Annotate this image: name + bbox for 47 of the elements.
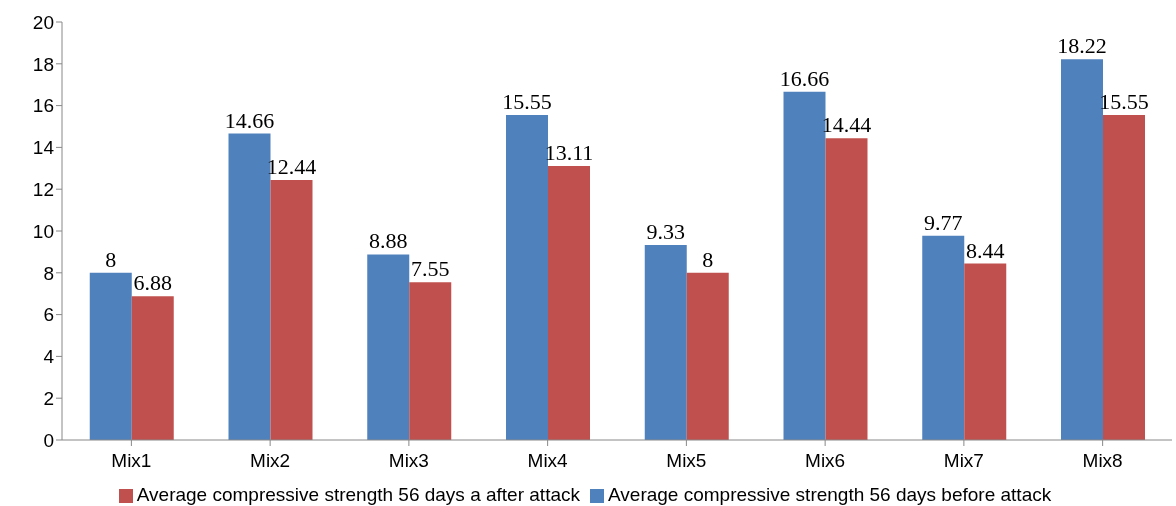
bar [1103, 115, 1145, 440]
x-tick-label: Mix3 [388, 450, 429, 472]
legend-label: Average compressive strength 56 days before attack [607, 484, 1052, 505]
bar [131, 296, 174, 440]
data-label: 8.44 [966, 237, 1005, 263]
y-tick-label: 20 [32, 11, 54, 33]
x-tick-label: Mix7 [943, 450, 984, 472]
bar [686, 272, 729, 440]
bar [367, 254, 410, 440]
data-label: 8.88 [369, 228, 408, 254]
data-label: 9.77 [924, 209, 963, 235]
bar [409, 282, 452, 440]
bar [644, 245, 687, 440]
bar [506, 115, 548, 440]
data-label: 15.55 [502, 89, 552, 114]
y-tick-label: 0 [43, 429, 54, 451]
y-tick-label: 14 [32, 137, 55, 159]
data-label: 14.66 [224, 107, 275, 133]
bar [548, 166, 590, 440]
x-tick-label: Mix4 [527, 450, 569, 472]
bar [89, 272, 132, 440]
x-tick-label: Mix5 [666, 450, 707, 472]
data-label: 8 [105, 246, 117, 272]
y-tick-label: 16 [32, 95, 54, 117]
y-tick-label: 4 [43, 346, 55, 368]
y-tick-label: 2 [43, 387, 54, 409]
y-tick-label: 12 [32, 178, 54, 200]
data-label: 18.22 [1057, 33, 1107, 59]
data-label: 9.33 [646, 219, 685, 244]
data-label: 6.88 [133, 270, 172, 296]
bar [922, 235, 965, 440]
y-tick-label: 8 [43, 262, 54, 284]
data-label: 7.55 [411, 256, 450, 282]
y-tick-label: 10 [32, 220, 54, 242]
bar [1061, 59, 1103, 440]
bar [825, 138, 868, 440]
legend-label: Average compressive strength 56 days a after attack [136, 484, 580, 505]
bar [964, 263, 1007, 440]
bar [270, 180, 313, 440]
x-tick-label: Mix1 [111, 450, 152, 472]
x-tick-label: Mix2 [250, 450, 291, 472]
data-label: 16.66 [779, 65, 830, 91]
y-tick-label: 6 [43, 304, 54, 326]
y-tick-label: 18 [32, 53, 54, 75]
x-tick-label: Mix6 [805, 450, 846, 472]
x-tick-label: Mix8 [1082, 450, 1123, 472]
data-label: 8 [702, 246, 714, 272]
